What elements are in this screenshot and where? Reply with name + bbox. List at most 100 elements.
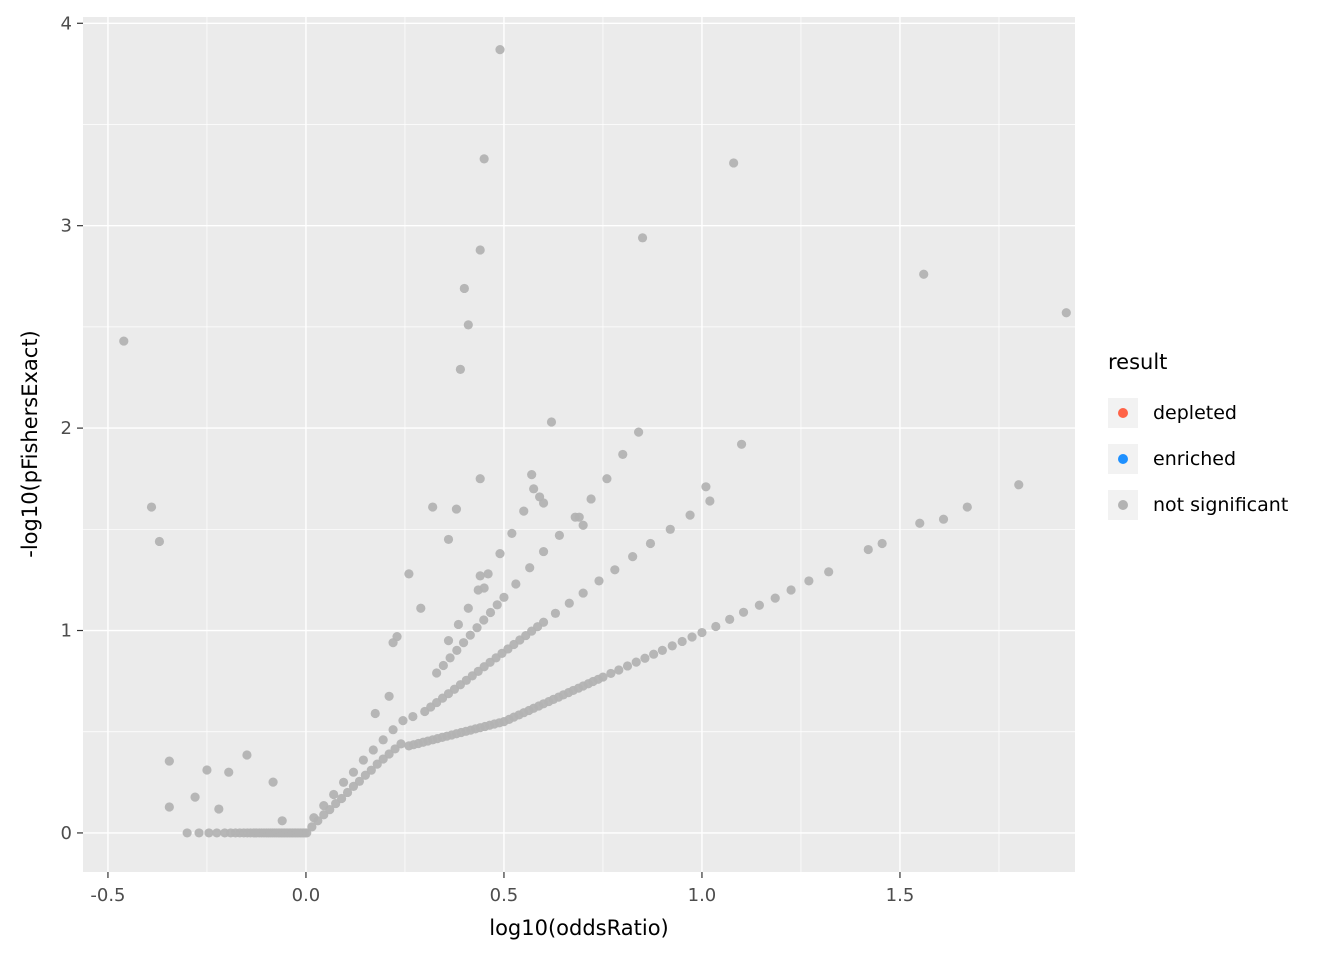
data-point (74, 788, 83, 797)
data-point (770, 593, 780, 603)
data-point (338, 777, 349, 787)
data-point (538, 546, 549, 557)
data-point (368, 745, 378, 755)
y-tick-label: 0 (61, 823, 72, 844)
data-point (697, 627, 707, 638)
data-point (358, 755, 368, 765)
data-point (586, 494, 596, 504)
data-point (546, 417, 557, 427)
data-point (618, 449, 628, 460)
data-point (204, 828, 214, 838)
data-point (628, 552, 638, 562)
data-point (378, 735, 388, 745)
data-point (479, 583, 489, 593)
data-point (640, 653, 650, 663)
data-point (525, 563, 535, 573)
plot-panel (83, 17, 1075, 872)
x-tick-label: 1.5 (886, 885, 915, 906)
data-point (214, 804, 224, 814)
data-point (164, 802, 174, 812)
data-point (754, 600, 764, 610)
data-point (366, 765, 376, 775)
data-point (242, 750, 252, 760)
y-tick-label: 3 (61, 216, 72, 237)
data-point (863, 544, 873, 555)
data-point (665, 524, 675, 534)
data-point (458, 638, 469, 648)
data-point (370, 708, 380, 719)
data-point (529, 484, 539, 494)
data-point (182, 828, 192, 838)
data-point (479, 615, 489, 625)
legend-label: enriched (1153, 448, 1237, 470)
data-point (495, 549, 505, 559)
data-point (472, 623, 482, 633)
data-point (202, 765, 212, 775)
data-point (154, 536, 165, 547)
data-point (277, 816, 287, 826)
data-point (164, 756, 174, 766)
data-point (146, 502, 157, 512)
points-layer (74, 44, 1071, 838)
data-point (938, 514, 949, 524)
legend-key (1108, 490, 1138, 520)
data-point (786, 585, 796, 595)
data-point (527, 470, 537, 480)
data-point (725, 614, 735, 624)
data-point (465, 630, 475, 640)
legend-label: not significant (1153, 494, 1289, 516)
data-point (408, 711, 418, 722)
data-point (212, 828, 222, 838)
legend-entry-not-significant: not significant (1108, 482, 1288, 528)
data-point (705, 496, 715, 506)
data-point (190, 792, 200, 802)
data-point (445, 653, 455, 663)
data-point (483, 569, 493, 579)
data-point (550, 608, 561, 618)
data-point (574, 512, 584, 522)
data-point (614, 665, 624, 675)
x-tick-label: 1.0 (688, 885, 717, 906)
data-point (701, 482, 711, 492)
data-point (451, 504, 462, 514)
data-point (455, 364, 465, 375)
x-tick-label: 0.0 (292, 885, 321, 906)
data-point (633, 427, 644, 437)
legend-entry-enriched: enriched (1108, 436, 1288, 482)
data-point (519, 506, 529, 516)
data-point (645, 538, 656, 549)
data-point (564, 598, 574, 608)
data-point (511, 579, 521, 589)
data-point (677, 636, 687, 647)
data-point (475, 571, 485, 581)
y-tick-label: 1 (61, 621, 72, 642)
legend-entry-depleted: depleted (1108, 390, 1288, 436)
data-point (354, 776, 365, 786)
y-tick-label: 4 (61, 13, 72, 34)
data-point (687, 632, 697, 642)
data-point (309, 813, 319, 823)
legend-dot-enriched-icon (1118, 454, 1128, 464)
data-point (398, 715, 408, 726)
data-point (428, 502, 438, 512)
legend: result depleted enriched not significant (1108, 350, 1288, 528)
data-point (319, 801, 329, 811)
data-point (492, 600, 502, 610)
data-point (685, 510, 695, 520)
data-point (915, 518, 925, 528)
data-point (602, 474, 612, 484)
data-point (538, 617, 549, 627)
data-point (194, 828, 204, 838)
data-point (485, 607, 496, 618)
data-point (711, 621, 721, 632)
legend-dot-depleted-icon (1118, 408, 1128, 418)
data-point (729, 158, 739, 168)
data-point (649, 649, 659, 659)
data-point (307, 822, 317, 832)
data-point (738, 607, 749, 617)
data-point (388, 725, 398, 735)
legend-dot-not-significant-icon (1118, 500, 1128, 510)
data-point (268, 777, 278, 787)
data-point (475, 245, 485, 255)
data-point (1014, 480, 1024, 490)
